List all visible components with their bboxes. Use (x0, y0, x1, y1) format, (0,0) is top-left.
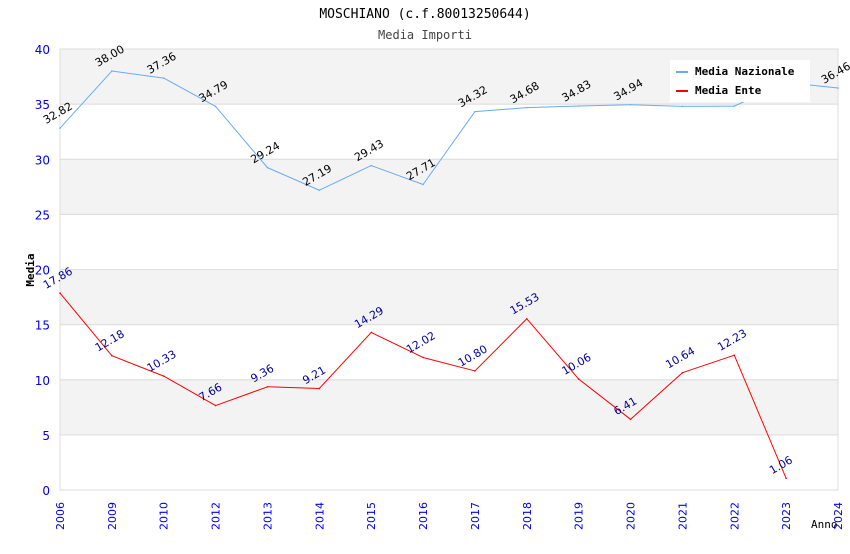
y-tick-label: 40 (35, 43, 50, 57)
x-tick-label: 2020 (625, 502, 638, 530)
y-tick-label: 15 (35, 319, 50, 333)
x-tick-label: 2021 (676, 502, 689, 530)
data-point (630, 104, 632, 106)
data-point (733, 105, 735, 107)
x-tick-label: 2014 (313, 502, 326, 530)
data-point (630, 419, 632, 421)
data-point (682, 106, 684, 108)
data-point (422, 184, 424, 186)
data-point (319, 189, 321, 191)
legend-label-ente: Media Ente (695, 84, 762, 97)
y-tick-label: 10 (35, 374, 50, 388)
data-point (370, 332, 372, 334)
x-tick-label: 2009 (106, 502, 119, 530)
data-point (474, 370, 476, 372)
x-axis-label: Anno (811, 518, 838, 531)
x-tick-label: 2023 (780, 502, 793, 530)
y-tick-label: 5 (42, 429, 50, 443)
data-point (215, 106, 217, 108)
data-point (526, 318, 528, 320)
x-tick-label: 2012 (210, 502, 223, 530)
data-point (215, 405, 217, 407)
data-point (267, 167, 269, 169)
data-point (370, 165, 372, 167)
y-tick-label: 35 (35, 98, 50, 112)
grid-band (60, 159, 838, 214)
grid-band (60, 214, 838, 269)
data-point (163, 375, 165, 377)
x-tick-label: 2022 (728, 502, 741, 530)
chart-subtitle: Media Importi (378, 28, 472, 42)
x-tick-label: 2006 (54, 502, 67, 530)
x-tick-label: 2016 (417, 502, 430, 530)
x-tick-label: 2018 (521, 502, 534, 530)
data-point (59, 292, 61, 294)
data-point (474, 111, 476, 113)
y-tick-label: 20 (35, 264, 50, 278)
grid-band (60, 104, 838, 159)
x-tick-label: 2017 (469, 502, 482, 530)
legend-label-nazionale: Media Nazionale (695, 65, 795, 78)
grid-band (60, 435, 838, 490)
data-point (267, 386, 269, 388)
grid-band (60, 270, 838, 325)
data-point (163, 77, 165, 79)
y-tick-label: 0 (42, 484, 50, 498)
data-point (578, 105, 580, 107)
data-point (733, 354, 735, 356)
x-tick-label: 2010 (158, 502, 171, 530)
data-point (422, 357, 424, 359)
x-tick-label: 2015 (365, 502, 378, 530)
data-point (578, 378, 580, 380)
data-point (837, 87, 839, 89)
data-point (319, 388, 321, 390)
x-tick-label: 2019 (573, 502, 586, 530)
x-tick-label: 2013 (261, 502, 274, 530)
legend: Media Nazionale Media Ente (670, 60, 810, 102)
y-axis-label: Media (24, 253, 37, 286)
y-tick-label: 25 (35, 208, 50, 222)
data-point (111, 70, 113, 72)
grid-band (60, 380, 838, 435)
chart-title: MOSCHIANO (c.f.80013250644) (319, 7, 530, 22)
data-point (682, 372, 684, 374)
data-point (59, 127, 61, 129)
y-tick-label: 30 (35, 153, 50, 167)
data-point (111, 355, 113, 357)
data-point (785, 478, 787, 480)
data-point (526, 107, 528, 109)
